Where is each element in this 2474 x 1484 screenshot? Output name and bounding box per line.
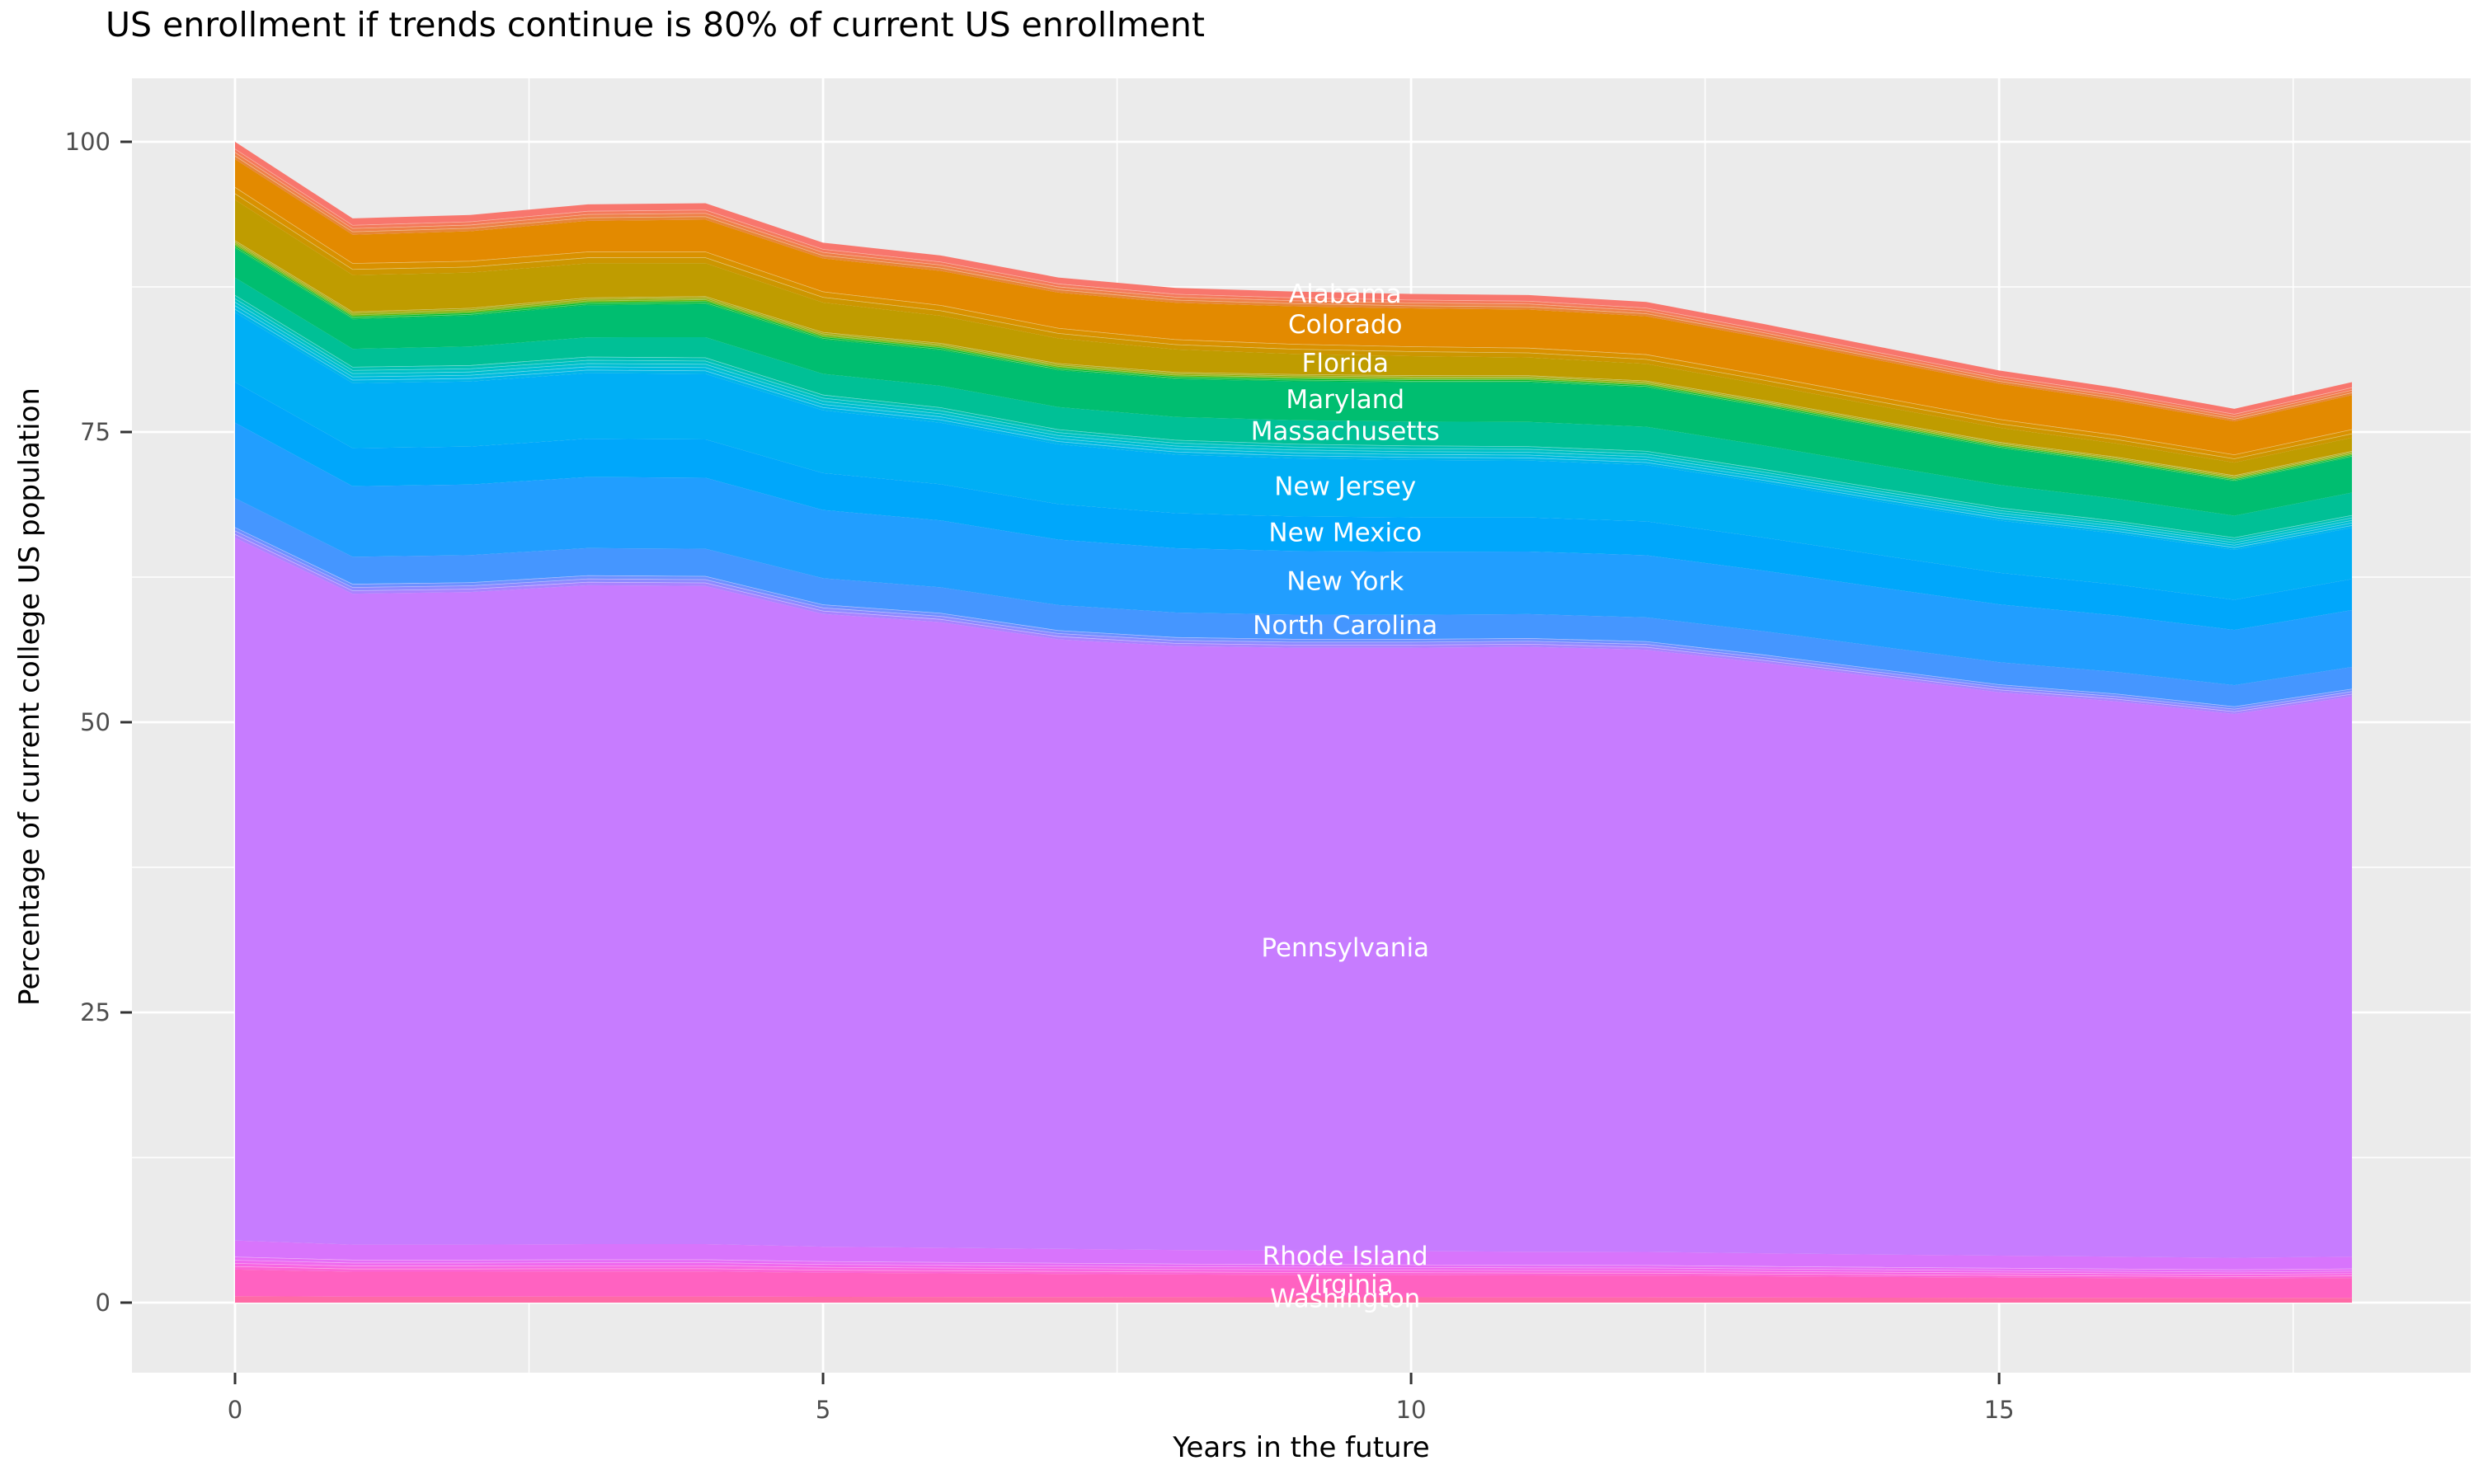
series-label-washington: Washington	[1270, 1284, 1420, 1313]
series-label-rhode-island: Rhode Island	[1263, 1242, 1428, 1271]
area-layer-rhode-island	[235, 1240, 2352, 1270]
y-tick-label: 100	[65, 128, 111, 156]
area-layer-others-e	[235, 530, 2352, 711]
area-layer-others-f	[235, 1256, 2352, 1272]
area-layer-new-york	[235, 422, 2352, 686]
series-label-alabama: Alabama	[1289, 279, 1402, 309]
x-axis-title: Years in the future	[1173, 1431, 1430, 1464]
series-label-north-carolina: North Carolina	[1253, 611, 1437, 641]
area-layer-new-mexico	[235, 382, 2352, 631]
area-layer-colorado	[235, 159, 2352, 455]
area-layer-others-e	[235, 533, 2352, 715]
area-layer-others-e	[235, 527, 2352, 709]
series-label-new-york: New York	[1286, 567, 1404, 597]
series-label-maryland: Maryland	[1286, 385, 1404, 415]
series-label-new-mexico: New Mexico	[1268, 518, 1422, 547]
x-tick-label: 5	[816, 1396, 830, 1424]
area-layer-others-b	[235, 193, 2352, 463]
y-axis-title: Percentage of current college US populat…	[13, 387, 46, 1006]
area-layer-massachusetts	[235, 277, 2352, 538]
series-label-virginia: Virginia	[1297, 1270, 1394, 1299]
x-tick-label: 0	[228, 1396, 242, 1424]
y-tick-label: 50	[80, 708, 111, 736]
y-tick-label: 75	[80, 418, 111, 446]
area-layer-pennsylvania	[235, 538, 2352, 1258]
area-layer-washington	[235, 1296, 2352, 1303]
area-layer-others-b	[235, 186, 2352, 459]
series-label-massachusetts: Massachusetts	[1251, 416, 1440, 446]
area-layer-florida	[235, 200, 2352, 476]
area-layer-virginia	[235, 1269, 2352, 1298]
series-label-florida: Florida	[1302, 349, 1389, 378]
area-layer-others-f	[235, 1263, 2352, 1277]
y-tick-label: 0	[96, 1289, 111, 1317]
area-layer-maryland	[235, 248, 2352, 516]
area-layer-others-f	[235, 1260, 2352, 1275]
area-layer-new-jersey	[235, 312, 2352, 600]
area-layer-north-carolina	[235, 498, 2352, 707]
x-tick-label: 15	[1984, 1396, 2015, 1424]
series-label-colorado: Colorado	[1288, 310, 1403, 340]
y-tick-label: 25	[80, 998, 111, 1026]
series-label-new-jersey: New Jersey	[1274, 472, 1416, 501]
series-label-pennsylvania: Pennsylvania	[1261, 933, 1429, 963]
area-layer-others-f	[235, 1266, 2352, 1279]
chart-title: US enrollment if trends continue is 80% …	[106, 5, 1205, 45]
x-tick-label: 10	[1396, 1396, 1427, 1424]
